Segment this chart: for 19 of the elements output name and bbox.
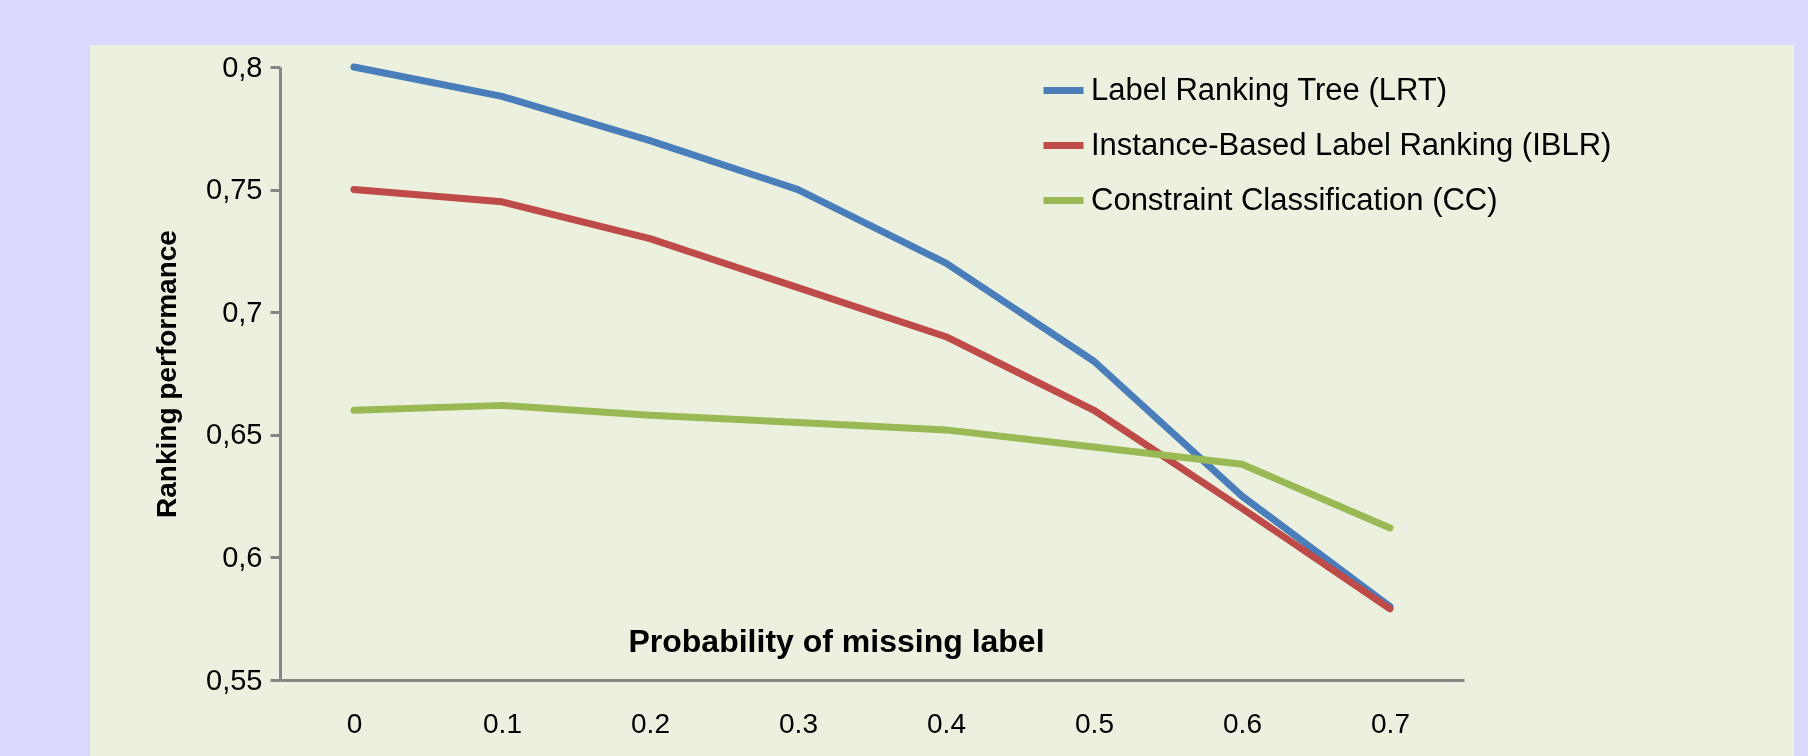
x-tick-label: 0.3 bbox=[779, 707, 818, 739]
x-tick-label: 0.5 bbox=[1075, 707, 1114, 739]
x-tick-label: 0.1 bbox=[483, 707, 522, 739]
x-tick-label: 0.2 bbox=[631, 707, 670, 739]
x-tick-label: 0.6 bbox=[1223, 707, 1262, 739]
x-tick-label: 0 bbox=[346, 707, 363, 739]
y-tick-label: 0,6 bbox=[222, 540, 263, 573]
x-axis-title: Probability of missing label bbox=[628, 622, 1045, 659]
y-tick-label: 0,8 bbox=[222, 50, 263, 83]
legend-label: Instance-Based Label Ranking (IBLR) bbox=[1091, 126, 1612, 162]
y-tick-label: 0,75 bbox=[206, 173, 263, 206]
legend-label: Constraint Classification (CC) bbox=[1091, 181, 1498, 217]
y-axis-title: Ranking performance bbox=[151, 230, 183, 518]
y-tick-label: 0,7 bbox=[222, 295, 263, 328]
x-tick-label: 0.4 bbox=[927, 707, 966, 739]
y-tick-label: 0,55 bbox=[206, 663, 263, 696]
x-tick-label: 0.7 bbox=[1371, 707, 1410, 739]
y-tick-label: 0,65 bbox=[206, 418, 263, 451]
legend-label: Label Ranking Tree (LRT) bbox=[1091, 71, 1448, 107]
